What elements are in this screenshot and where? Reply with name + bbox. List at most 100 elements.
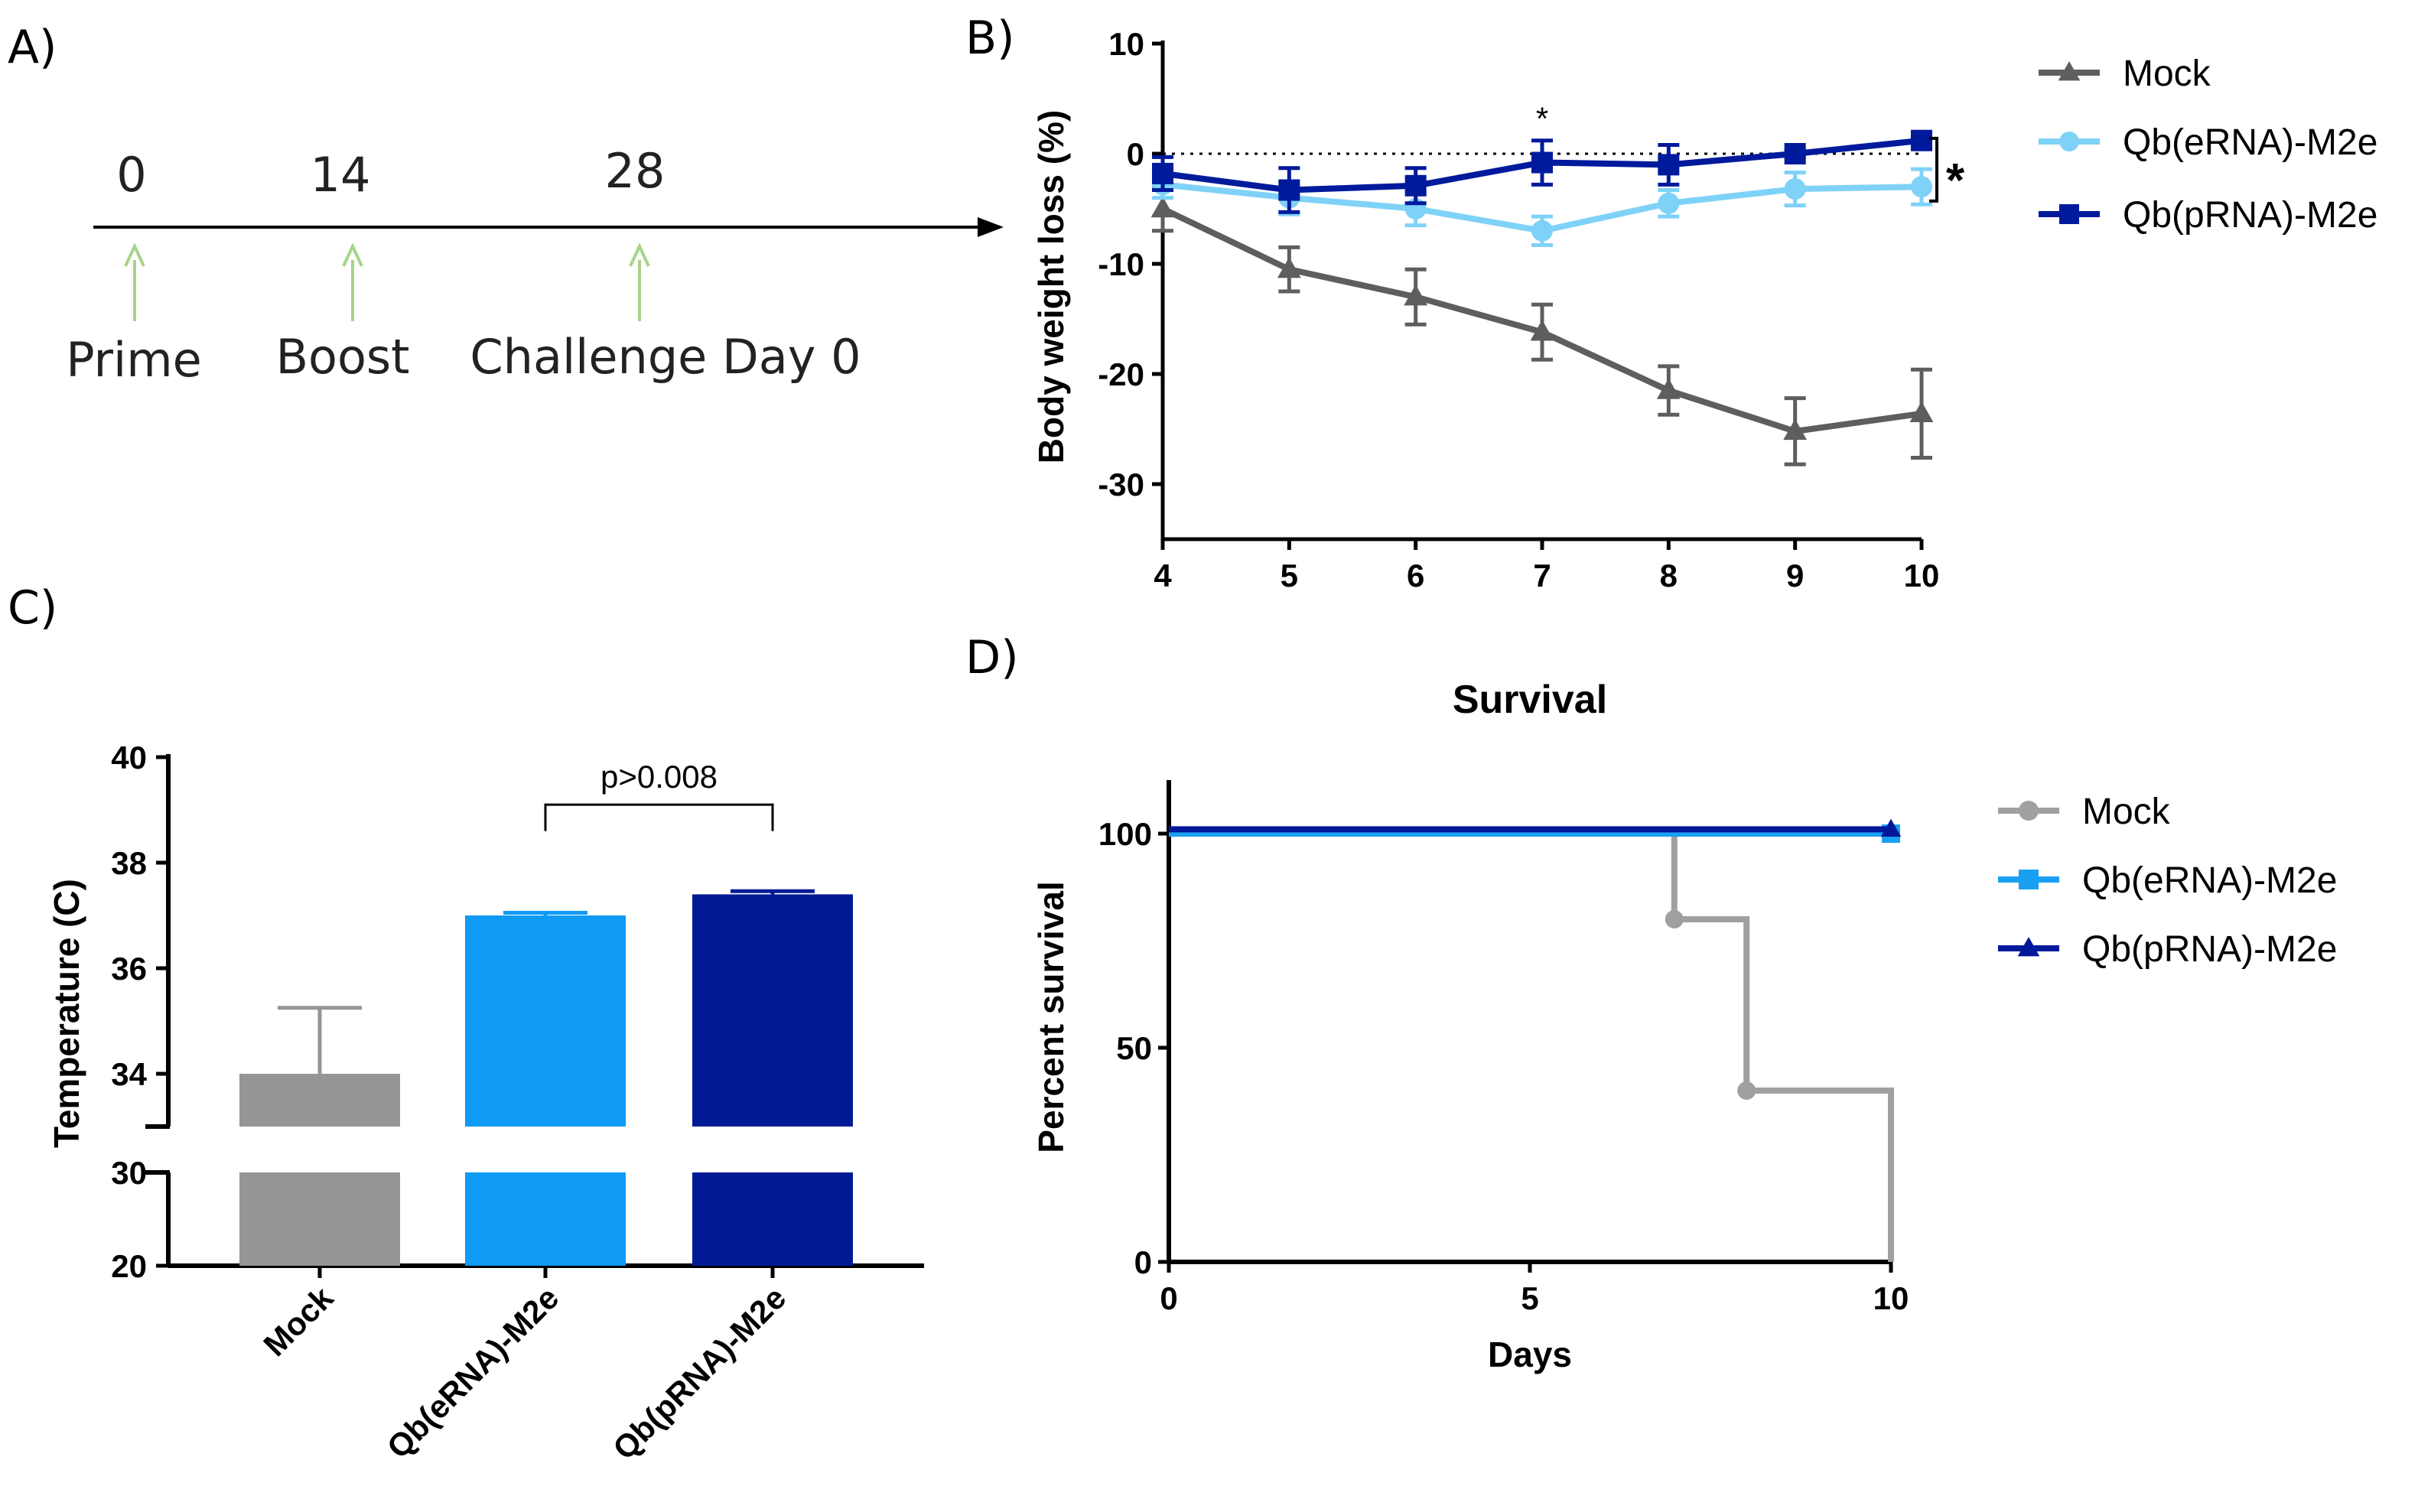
data-point <box>1911 176 1932 198</box>
timeline-day-28: 28 <box>605 143 666 199</box>
temperature-ylabel: Temperature (C) <box>47 879 86 1148</box>
legend-item: Mock <box>2039 54 2211 94</box>
timeline-arrowhead <box>978 217 1004 237</box>
data-point <box>1404 174 1427 197</box>
legend-item: Qb(eRNA)-M2e <box>1998 860 2337 901</box>
y-tick-label: 20 <box>111 1248 147 1284</box>
timeline-label-boost: Boost <box>275 329 409 385</box>
bar-lower-segment <box>239 1172 400 1266</box>
data-point <box>1404 285 1428 306</box>
day7-significance-star: * <box>1536 100 1548 136</box>
x-tick-label: Mock <box>256 1280 340 1364</box>
y-tick-label: 30 <box>111 1155 147 1191</box>
bar-lower-segment <box>692 1172 853 1266</box>
temperature-plot: 34 36 38 40 20 30 Mock Qb(eRNA)-M2e Qb(pRNA)-M2e <box>111 740 924 1467</box>
timeline-label-challenge: Challenge Day 0 <box>470 329 861 385</box>
survival-marker <box>1737 1081 1756 1100</box>
data-point <box>1784 178 1806 200</box>
y-tick-label: 50 <box>1116 1030 1152 1066</box>
y-tick-label: 0 <box>1134 1244 1152 1280</box>
data-point <box>1909 401 1934 423</box>
x-tick-label: 10 <box>1873 1280 1909 1316</box>
data-point <box>1531 219 1553 242</box>
data-point <box>1278 179 1300 201</box>
legend-swatch-marker <box>2019 801 2039 821</box>
panel-label-a: A) <box>8 21 57 74</box>
data-point <box>1152 162 1173 184</box>
legend-item: Qb(pRNA)-M2e <box>1998 929 2337 970</box>
bar-upper-segment <box>239 1074 400 1127</box>
data-point <box>1783 418 1808 441</box>
survival-step-line <box>1169 831 1894 1262</box>
data-point <box>1784 143 1806 164</box>
survival-marker <box>1665 910 1684 928</box>
legend-swatch-marker <box>2059 132 2079 151</box>
body-weight-axes: 4 5 6 7 8 9 10 10 0 -10 -20 -30 <box>1098 26 1939 593</box>
survival-plot: 0 50 100 0 5 10 <box>1098 780 1909 1316</box>
legend-label: Qb(pRNA)-M2e <box>2082 929 2337 970</box>
legend-label: Qb(pRNA)-M2e <box>2123 195 2377 236</box>
survival-marker <box>1880 818 1902 837</box>
timeline-day-0: 0 <box>116 147 146 203</box>
significance-bracket <box>1929 136 1938 203</box>
timeline-day-14: 14 <box>311 147 371 203</box>
y-tick-label: -20 <box>1098 356 1144 392</box>
y-tick-label: 38 <box>111 845 147 881</box>
x-tick-label: 0 <box>1160 1280 1177 1316</box>
legend-label: Mock <box>2123 54 2211 94</box>
panel-label-d: D) <box>965 631 1019 684</box>
y-tick-label: -30 <box>1098 467 1144 502</box>
survival-chart: Survival Percent survival Days 0 50 100 0 5 1… <box>1031 678 2337 1374</box>
legend-item: Qb(pRNA)-M2e <box>2039 195 2377 236</box>
series-Mock <box>1150 184 1934 467</box>
data-point <box>1530 320 1554 341</box>
bracket-line <box>1929 136 1938 203</box>
x-tick-label: Qb(eRNA)-M2e <box>380 1280 566 1465</box>
x-tick-label: 4 <box>1154 558 1172 593</box>
data-point <box>1277 257 1301 278</box>
legend-label: Qb(eRNA)-M2e <box>2082 860 2337 901</box>
body-weight-legend: Mock Qb(eRNA)-M2e Qb(pRNA)-M2e <box>2039 54 2377 236</box>
y-tick-label: 34 <box>111 1056 147 1092</box>
y-tick-label: 0 <box>1127 136 1144 172</box>
data-point <box>1658 154 1680 176</box>
y-tick-label: -10 <box>1098 246 1144 282</box>
legend-swatch-marker <box>2019 870 2039 889</box>
data-point <box>1658 192 1680 214</box>
panel-label-c: C) <box>8 581 57 635</box>
survival-xlabel: Days <box>1488 1335 1572 1374</box>
survival-legend: Mock Qb(eRNA)-M2e Qb(pRNA)-M2e <box>1998 792 2337 970</box>
significance-bracket <box>544 803 774 831</box>
y-tick-label: 36 <box>111 951 147 987</box>
legend-swatch-marker <box>2058 61 2081 81</box>
x-tick-label: 6 <box>1407 558 1424 593</box>
x-tick-label: 9 <box>1786 558 1804 593</box>
survival-series-Mock <box>1169 831 1894 1262</box>
body-weight-ylabel: Body weight loss (%) <box>1031 110 1071 464</box>
x-tick-label: Qb(pRNA)-M2e <box>606 1280 792 1466</box>
x-tick-label: 8 <box>1660 558 1678 593</box>
group-significance-star: * <box>1946 154 1965 207</box>
bar-Mock: Mock <box>239 1006 400 1364</box>
timeline-panel: 0 14 28 Prime Boost Challenge Day 0 <box>66 143 1004 388</box>
x-tick-label: 7 <box>1533 558 1551 593</box>
x-tick-label: 5 <box>1281 558 1298 593</box>
y-tick-label: 10 <box>1108 26 1144 62</box>
boost-arrow-icon <box>342 242 363 321</box>
legend-label: Mock <box>2082 792 2171 832</box>
body-weight-chart: Body weight loss (%) 4 5 6 7 8 9 10 10 0 -10 -20 -3… <box>1031 26 2377 593</box>
prime-arrow-icon <box>124 242 145 321</box>
temperature-chart: Temperature (C) 34 36 38 40 20 30 Mock Qb(eRNA)… <box>47 740 924 1467</box>
y-tick-label: 100 <box>1098 816 1152 852</box>
bar-Qb(pRNA)-M2e: Qb(pRNA)-M2e <box>606 889 853 1467</box>
legend-item: Qb(eRNA)-M2e <box>2039 122 2377 163</box>
bar-upper-segment <box>692 894 853 1127</box>
bar-Qb(eRNA)-M2e: Qb(eRNA)-M2e <box>380 911 626 1465</box>
survival-series-Qb(pRNA)-M2e <box>1169 818 1902 837</box>
data-point <box>1531 151 1553 174</box>
bar-upper-segment <box>465 915 626 1127</box>
body-weight-series <box>1150 129 1934 467</box>
challenge-arrow-icon <box>629 242 650 321</box>
bar-lower-segment <box>465 1172 626 1266</box>
legend-label: Qb(eRNA)-M2e <box>2123 122 2377 163</box>
